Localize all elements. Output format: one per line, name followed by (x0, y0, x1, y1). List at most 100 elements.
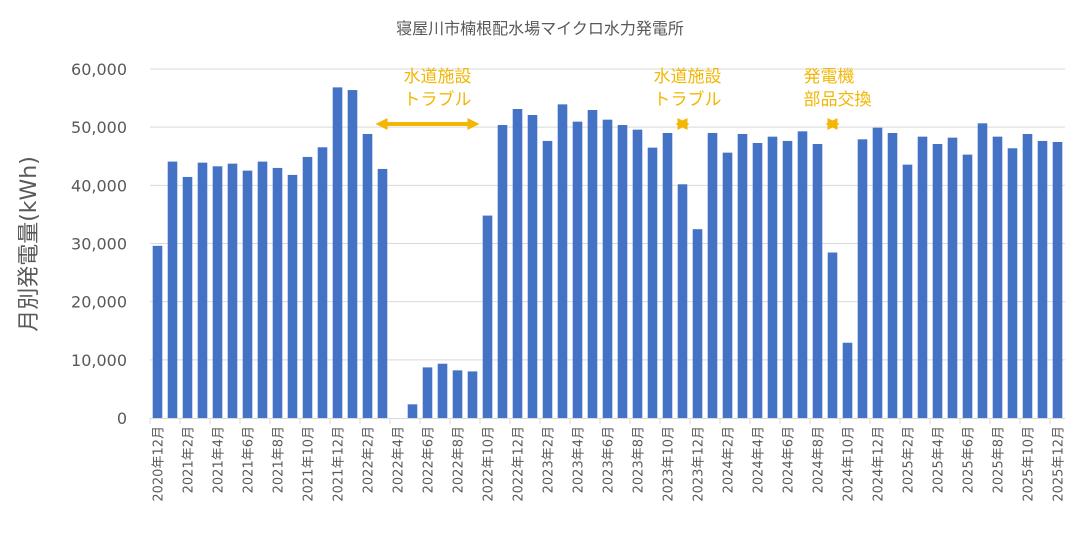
bar (752, 142, 763, 418)
bar (272, 167, 283, 418)
bar (932, 143, 943, 418)
bar (1022, 133, 1033, 418)
x-tick-label: 2022年2月 (362, 426, 377, 493)
x-tick-label: 2023年2月 (542, 426, 557, 493)
bar (347, 90, 358, 418)
bar (902, 164, 913, 418)
y-axis-title: 月別発電量(kWh) (17, 156, 42, 332)
bar (407, 404, 418, 418)
bar (992, 136, 1003, 418)
bar (377, 168, 388, 418)
arrowhead-left-icon (375, 118, 388, 130)
bar (212, 166, 223, 418)
bar (557, 104, 568, 419)
bar (662, 132, 673, 418)
y-tick-label: 40,000 (71, 176, 127, 195)
x-tick-label: 2022年10月 (482, 426, 497, 502)
x-tick-label: 2022年4月 (392, 426, 407, 493)
bar (167, 161, 178, 419)
arrowhead-right-icon (677, 118, 690, 130)
y-tick-label: 10,000 (71, 351, 127, 370)
bar (872, 127, 883, 418)
x-tick-label: 2023年12月 (692, 426, 707, 502)
bar (707, 132, 718, 418)
x-tick-label: 2025年8月 (992, 426, 1007, 493)
bar (857, 139, 868, 419)
x-tick-label: 2023年10月 (662, 426, 677, 502)
bar (437, 363, 448, 418)
bar (722, 152, 733, 418)
bar (1052, 141, 1063, 419)
annotation-text: 水道施設 (654, 67, 722, 87)
bar (422, 367, 433, 418)
bar (362, 133, 373, 418)
bar (812, 143, 823, 418)
bar (452, 370, 463, 418)
bar (602, 119, 613, 418)
bar (332, 87, 343, 418)
x-tick-label: 2025年2月 (902, 426, 917, 493)
bar (632, 129, 643, 418)
annotation-text: トラブル (404, 89, 472, 110)
bar (317, 147, 328, 418)
chart-title: 寝屋川市楠根配水場マイクロ水力発電所 (396, 19, 684, 38)
y-tick-label: 30,000 (71, 235, 127, 254)
bar (692, 229, 703, 418)
x-tick-label: 2022年6月 (422, 426, 437, 493)
x-tick-label: 2021年6月 (242, 426, 257, 493)
x-tick-label: 2025年4月 (932, 426, 947, 493)
bar (257, 161, 268, 419)
bar (767, 136, 778, 418)
bar (977, 123, 988, 418)
x-tick-label: 2021年10月 (302, 426, 317, 502)
bar (782, 140, 793, 419)
bar (917, 136, 928, 418)
bar (827, 252, 838, 418)
x-tick-label: 2021年2月 (182, 426, 197, 493)
bar (737, 133, 748, 418)
bar (1007, 148, 1018, 418)
x-tick-label: 2021年8月 (272, 426, 287, 493)
x-tick-label: 2022年8月 (452, 426, 467, 493)
bar (527, 115, 538, 419)
bar (842, 342, 853, 418)
x-tick-label: 2024年6月 (782, 426, 797, 493)
x-tick-label: 2024年12月 (872, 426, 887, 502)
bar (617, 125, 628, 419)
bar (647, 147, 658, 418)
annotation-text: 発電機 (804, 67, 855, 87)
bar (182, 176, 193, 418)
bar (197, 162, 208, 418)
bar (887, 132, 898, 418)
x-tick-label: 2025年12月 (1052, 426, 1067, 502)
x-tick-label: 2023年8月 (632, 426, 647, 493)
bar (962, 154, 973, 418)
y-tick-label: 20,000 (71, 293, 127, 312)
bar (587, 110, 598, 418)
x-tick-label: 2024年4月 (752, 426, 767, 493)
annotation-text: 水道施設 (404, 67, 472, 87)
x-tick-label: 2024年2月 (722, 426, 737, 493)
bar (1037, 140, 1048, 419)
bar (242, 170, 253, 418)
bar (227, 163, 238, 418)
bar (287, 174, 298, 418)
bar (797, 131, 808, 418)
x-tick-label: 2023年6月 (602, 426, 617, 493)
arrowhead-right-icon (467, 118, 480, 130)
x-tick-label: 2025年6月 (962, 426, 977, 493)
y-tick-label: 0 (117, 409, 127, 428)
bar (572, 121, 583, 418)
x-tick-label: 2022年12月 (512, 426, 527, 502)
bar (947, 137, 958, 419)
bar (677, 184, 688, 418)
bar (497, 125, 508, 419)
bar (482, 215, 493, 418)
x-tick-label: 2023年4月 (572, 426, 587, 493)
x-tick-label: 2021年4月 (212, 426, 227, 493)
annotation-text: 部品交換 (804, 90, 872, 110)
x-tick-label: 2024年8月 (812, 426, 827, 493)
x-tick-label: 2024年10月 (842, 426, 857, 502)
bar (152, 245, 163, 418)
